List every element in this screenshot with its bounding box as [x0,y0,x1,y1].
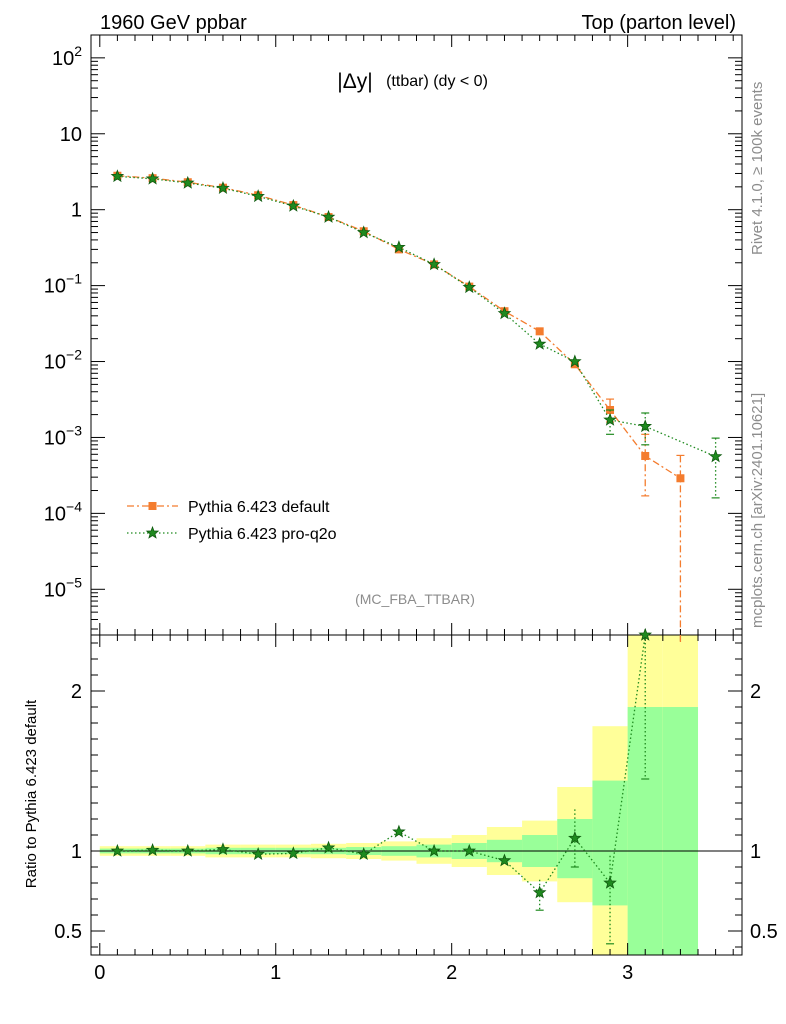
data-point-pro-q2o [216,181,230,194]
y-tick-label: 10−5 [44,574,82,601]
y-tick-label: 102 [52,43,82,70]
header-left: 1960 GeV ppbar [100,12,247,34]
band-green-bin [592,780,628,906]
y-tick-label: 10−1 [44,271,82,298]
series-line-default [117,175,681,479]
side-version-label: Rivet 4.1.0, ≥ 100k events [749,82,766,255]
y-tick-label-right: 1 [750,841,761,863]
y-tick-label: 10−3 [44,422,82,449]
chart-title-sub: (ttbar) (dy < 0) [386,73,488,90]
y-tick-label: 1 [71,200,82,222]
x-tick-label: 1 [270,962,281,984]
legend-marker-square [148,502,157,510]
ratio-point-pro-q2o [568,831,582,844]
y-tick-label-right: 2 [750,681,761,703]
x-tick-label: 2 [446,962,457,984]
data-point-pro-q2o [497,306,512,320]
legend-label-pro-q2o: Pythia 6.423 pro-q2o [188,526,337,543]
ratio-y-axis-label: Ratio to Pythia 6.423 default [23,699,40,888]
header-right: Top (parton level) [581,12,736,34]
data-point-pro-q2o [462,280,477,294]
data-point-pro-q2o [392,240,406,254]
ratio-point-pro-q2o [216,842,230,856]
data-point-pro-q2o [427,257,441,271]
y-tick-label: 0.5 [54,921,82,943]
ratio-point-pro-q2o [110,843,125,857]
ratio-point-pro-q2o [532,885,547,899]
data-point-pro-q2o [568,354,582,368]
x-tick-label: 0 [94,962,105,984]
x-tick-label: 3 [622,962,633,984]
data-point-default [641,451,650,460]
data-point-pro-q2o [145,171,160,185]
ratio-point-pro-q2o [286,846,301,860]
analysis-label: (MC_FBA_TTBAR) [355,591,475,607]
data-point-pro-q2o [603,412,617,426]
data-point-pro-q2o [251,189,265,203]
y-tick-label: 10−2 [44,347,82,374]
data-point-pro-q2o [638,419,653,433]
ratio-point-pro-q2o [427,843,441,857]
legend-label-default: Pythia 6.423 default [188,499,330,516]
data-point-pro-q2o [356,225,371,239]
chart-title-main: |Δy| [337,70,372,93]
data-point-pro-q2o [321,209,336,223]
ratio-point-pro-q2o [497,853,512,867]
y-tick-label: 10−4 [44,498,82,525]
series-line-pro-q2o [117,175,716,458]
side-source-label: mcplots.cern.ch [arXiv:2401.10621] [749,393,766,628]
data-point-default [676,474,685,483]
ratio-point-pro-q2o [356,847,371,860]
band-green-bin [662,707,699,955]
ratio-line-pro-q2o [117,634,646,894]
ratio-point-pro-q2o [638,627,653,641]
data-point-pro-q2o [110,169,125,183]
main-panel: 102 10 1 10−1 10−2 10−3 10−4 10−5 [44,34,743,636]
ratio-panel: 0 1 2 3 0.5 0.5 1 1 2 2 Ratio to Pythia 6.423 defa… [23,623,778,984]
ratio-point-pro-q2o [462,843,477,857]
ratio-point-pro-q2o [251,847,265,860]
data-point-pro-q2o [532,336,547,350]
y-tick-label-right: 0.5 [750,921,778,943]
y-tick-label: 1 [71,841,82,863]
ratio-point-pro-q2o [603,875,617,889]
ratio-point-pro-q2o [392,824,406,838]
legend: Pythia 6.423 default Pythia 6.423 pro-q2… [127,499,337,543]
y-tick-label: 10 [60,124,82,146]
data-point-pro-q2o [708,449,723,463]
legend-marker-star [145,525,160,539]
ratio-point-pro-q2o [145,843,160,856]
data-point-default [535,327,544,336]
ratio-point-pro-q2o [321,840,336,854]
data-point-pro-q2o [286,198,301,212]
y-tick-label: 2 [71,681,82,703]
band-green-bin [557,819,593,879]
ratio-point-pro-q2o [180,843,195,857]
data-point-pro-q2o [180,175,195,189]
main-frame [90,34,743,636]
